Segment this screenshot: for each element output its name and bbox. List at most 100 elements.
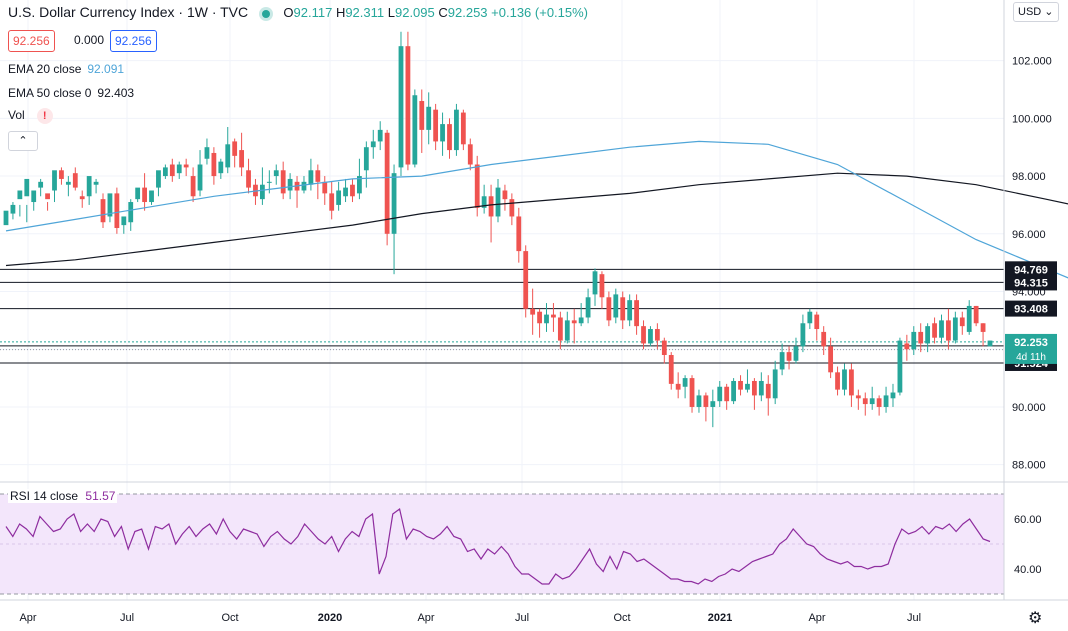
candle-body xyxy=(65,181,71,185)
rsi-legend[interactable]: RSI 14 close 51.57 xyxy=(8,489,118,503)
x-tick-label: Jul xyxy=(120,612,134,624)
candle xyxy=(883,386,889,413)
candle-body xyxy=(107,193,113,217)
candle-body xyxy=(724,386,730,402)
candle-body xyxy=(862,398,868,405)
candle-body xyxy=(779,352,785,370)
candle xyxy=(654,323,660,350)
candle xyxy=(828,337,834,379)
candle xyxy=(384,129,390,246)
price-tag-text: 94.315 xyxy=(1014,277,1048,289)
candle xyxy=(842,363,847,396)
y-tick-label: 100.000 xyxy=(1012,113,1052,125)
candle-body xyxy=(627,300,633,321)
candle-body xyxy=(793,346,799,361)
symbol-title[interactable]: U.S. Dollar Currency Index · 1W · TVC xyxy=(8,4,249,20)
candle-body xyxy=(481,196,487,208)
candle xyxy=(800,314,806,353)
ema50-legend[interactable]: EMA 50 close 0 92.403 xyxy=(8,86,135,100)
candle xyxy=(176,161,182,179)
candle-body xyxy=(578,317,584,324)
candle-body xyxy=(315,170,321,182)
y-tick-label: 98.000 xyxy=(1012,171,1046,183)
candle-body xyxy=(620,297,626,321)
candle xyxy=(544,303,549,332)
candle-body xyxy=(343,187,348,197)
candle xyxy=(745,369,750,393)
vol-legend[interactable]: Vol! xyxy=(8,108,53,124)
rsi-pane xyxy=(0,481,1068,595)
candle xyxy=(3,210,9,226)
warning-icon[interactable]: ! xyxy=(36,108,53,124)
candle-body xyxy=(613,294,619,318)
candle-body xyxy=(897,340,903,393)
buy-price-button[interactable]: 92.256 xyxy=(110,30,157,52)
candle-body xyxy=(426,106,432,130)
candle-body xyxy=(363,147,369,171)
candle-body xyxy=(564,320,570,341)
candle-body xyxy=(86,176,92,197)
candle xyxy=(162,164,168,179)
candle-body xyxy=(308,170,314,185)
candle xyxy=(724,383,730,410)
horizontal-levels xyxy=(0,268,1004,364)
candle xyxy=(246,158,251,194)
level-price-tag: 94.315 xyxy=(1005,274,1057,291)
candle-body xyxy=(551,314,556,318)
candle-body xyxy=(641,326,646,344)
candle xyxy=(980,323,986,347)
candle-body xyxy=(467,144,473,165)
candle-body xyxy=(654,329,660,341)
candle-body xyxy=(772,369,778,399)
candle xyxy=(225,126,231,174)
sell-price-button[interactable]: 92.256 xyxy=(8,30,55,52)
candle xyxy=(661,337,667,364)
candle xyxy=(849,363,854,407)
candle-body xyxy=(176,164,182,174)
candle xyxy=(329,181,335,220)
candle-body xyxy=(454,109,459,151)
gear-icon[interactable]: ⚙ xyxy=(1028,610,1043,627)
candle-body xyxy=(911,331,917,350)
candle xyxy=(128,199,134,231)
ema50-line xyxy=(5,172,1068,267)
candle-body xyxy=(142,187,147,203)
candle-body xyxy=(925,326,931,344)
candle-body xyxy=(966,305,972,332)
candle xyxy=(183,158,189,177)
candle xyxy=(918,323,924,353)
candle-body xyxy=(447,124,452,151)
y-tick-label: 90.000 xyxy=(1012,402,1046,414)
candle-body xyxy=(370,141,376,148)
candle-body xyxy=(190,176,196,197)
candle-body xyxy=(273,170,279,177)
candle xyxy=(557,311,563,350)
candle xyxy=(412,89,418,168)
candle-body xyxy=(585,297,591,318)
ema20-legend[interactable]: EMA 20 close 92.091 xyxy=(8,62,125,76)
candle xyxy=(391,164,397,275)
candle-body xyxy=(918,331,924,344)
candle xyxy=(821,326,827,356)
candle xyxy=(952,311,958,344)
candle xyxy=(169,158,175,182)
candle xyxy=(807,308,813,330)
x-tick-label: 2021 xyxy=(708,612,732,624)
candle-body xyxy=(474,164,480,208)
candle-body xyxy=(211,152,217,177)
candle-body xyxy=(45,193,50,200)
candle xyxy=(419,89,425,153)
candle-body xyxy=(544,314,549,324)
candle-body xyxy=(52,170,57,191)
candle xyxy=(336,181,342,211)
collapse-legend-button[interactable]: ⌃ xyxy=(8,131,38,151)
candle xyxy=(606,291,612,327)
candle xyxy=(869,386,875,410)
candle-body xyxy=(72,173,78,188)
candle xyxy=(460,109,466,151)
currency-selector[interactable]: USD ⌄ xyxy=(1013,2,1059,22)
candle-body xyxy=(3,210,9,226)
